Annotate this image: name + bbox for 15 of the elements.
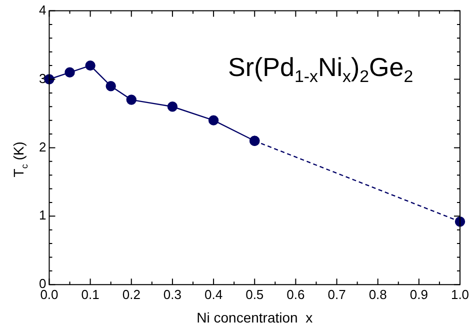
x-tick-label: 0.6 xyxy=(286,286,305,302)
x-tick-label: 0.4 xyxy=(204,286,223,302)
x-tick-label: 0.1 xyxy=(81,286,100,302)
x-tick-label: 0.9 xyxy=(410,286,428,302)
y-tick-label: 1 xyxy=(38,208,46,223)
y-tick-label: 4 xyxy=(38,2,46,18)
x-tick-label: 1.0 xyxy=(450,286,470,302)
x-axis-title: Ni concentration x xyxy=(196,309,313,326)
x-tick-label: 0.2 xyxy=(122,286,140,302)
x-tick-label: 0.5 xyxy=(246,286,264,302)
x-tick-label: 0.7 xyxy=(328,286,346,302)
x-tick-label: 0.8 xyxy=(368,286,387,302)
y-tick-label: 2 xyxy=(38,139,46,154)
annotation: Sr(Pd$_{1-x}$Ni$_{x}$)$_{2}$Ge$_{2}$ xyxy=(228,52,414,88)
x-tick-label: 0.3 xyxy=(163,286,182,302)
